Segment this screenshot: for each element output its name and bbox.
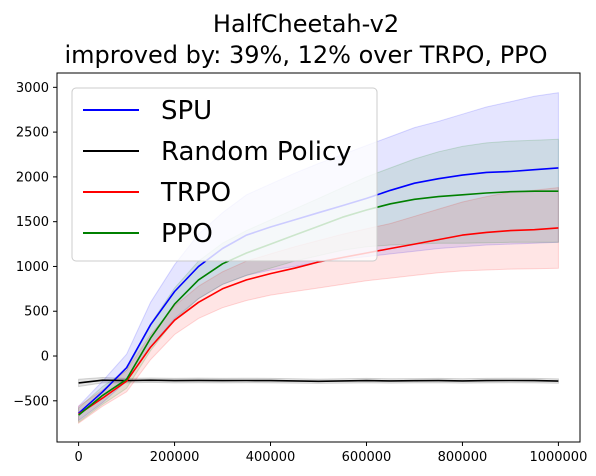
y-axis: −500 0 500 1000 1500 2000 2500 3000 xyxy=(13,81,57,409)
legend-label-spu: SPU xyxy=(161,96,212,126)
legend-label-random-policy: Random Policy xyxy=(161,137,352,167)
y-tick-label: 2500 xyxy=(16,126,49,141)
legend: SPU Random Policy TRPO PPO xyxy=(71,87,378,262)
legend-box xyxy=(71,87,378,262)
y-tick-label: 3000 xyxy=(16,81,49,96)
legend-label-trpo: TRPO xyxy=(160,178,231,208)
line-random-policy xyxy=(78,379,559,384)
y-tick-label: 1500 xyxy=(16,215,49,230)
x-axis: 0 200000 400000 600000 800000 1000000 xyxy=(74,442,587,465)
legend-label-ppo: PPO xyxy=(161,219,213,249)
x-tick-label: 200000 xyxy=(150,450,200,465)
x-tick-label: 400000 xyxy=(246,450,296,465)
line-trpo xyxy=(78,227,559,415)
chart-title-line-1: HalfCheetah-v2 xyxy=(213,10,399,38)
y-tick-label: −500 xyxy=(13,394,49,409)
plot-frame xyxy=(56,72,581,443)
x-tick-label: 800000 xyxy=(438,450,488,465)
y-tick-label: 1000 xyxy=(16,260,49,275)
y-tick-label: 500 xyxy=(24,305,49,320)
x-tick-label: 600000 xyxy=(342,450,392,465)
y-tick-label: 0 xyxy=(41,350,49,365)
x-tick-label: 1000000 xyxy=(529,450,587,465)
y-tick-label: 2000 xyxy=(16,170,49,185)
x-tick-label: 0 xyxy=(74,450,82,465)
chart-title-line-2: improved by: 39%, 12% over TRPO, PPO xyxy=(64,41,547,69)
